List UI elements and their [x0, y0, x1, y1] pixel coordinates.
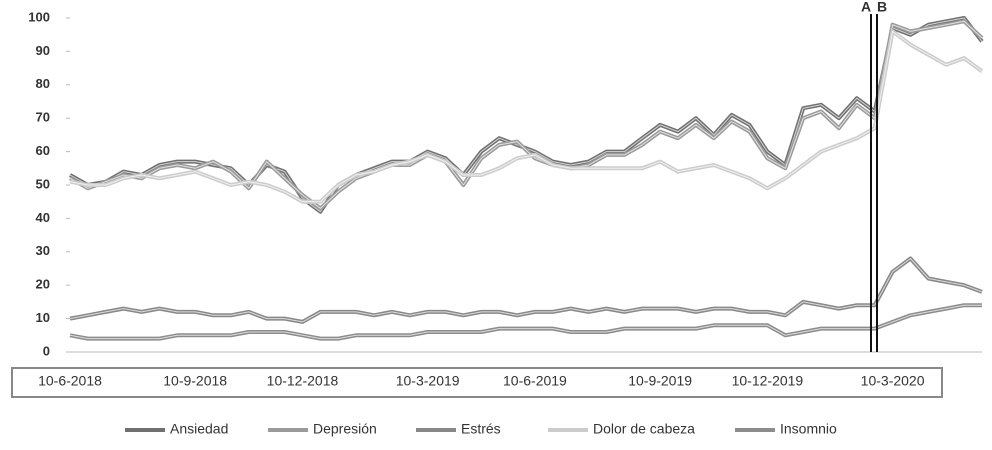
- series-line-core: [69, 30, 983, 203]
- legend-label: Insomnio: [780, 421, 837, 437]
- y-tick-label: 20: [36, 277, 50, 292]
- y-tick-label: 80: [36, 76, 50, 91]
- series-line: [69, 303, 982, 341]
- x-axis-box: [11, 367, 943, 398]
- series-line-core: [69, 304, 982, 340]
- x-tick-label: 10-9-2018: [163, 373, 227, 389]
- x-tick-label: 10-3-2019: [396, 373, 460, 389]
- legend-label: Ansiedad: [170, 421, 228, 437]
- x-tick-label: 10-12-2019: [732, 373, 804, 389]
- y-tick-label: 90: [36, 43, 50, 58]
- series-line-core: [69, 20, 983, 209]
- x-tick-label: 10-6-2018: [38, 373, 102, 389]
- event-label: A: [861, 0, 871, 15]
- series-line-core: [69, 17, 983, 213]
- legend-label: Depresión: [313, 421, 377, 437]
- y-tick-label: 0: [43, 343, 50, 358]
- x-tick-label: 10-6-2019: [503, 373, 567, 389]
- series-line: [69, 16, 984, 214]
- event-label: B: [877, 0, 887, 15]
- x-tick-label: 10-3-2020: [861, 373, 925, 389]
- y-tick-label: 60: [36, 143, 50, 158]
- series-line-core: [69, 258, 983, 323]
- legend-label: Dolor de cabeza: [593, 421, 695, 437]
- y-tick-label: 30: [36, 243, 50, 258]
- y-tick-label: 100: [28, 9, 50, 24]
- x-tick-label: 10-12-2018: [267, 373, 339, 389]
- y-tick-label: 70: [36, 110, 50, 125]
- legend-label: Estrés: [461, 421, 501, 437]
- y-tick-label: 50: [36, 176, 50, 191]
- y-tick-label: 10: [36, 310, 50, 325]
- x-tick-label: 10-9-2019: [628, 373, 692, 389]
- y-tick-label: 40: [36, 210, 50, 225]
- series-line: [69, 19, 984, 211]
- series-line: [69, 256, 983, 324]
